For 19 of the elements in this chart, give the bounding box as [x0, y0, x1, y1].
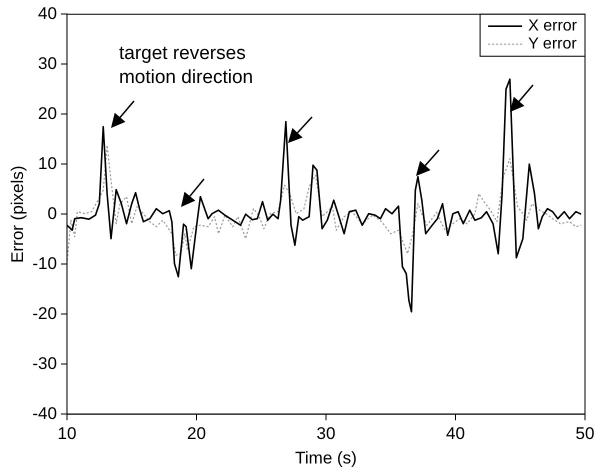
y-tick-label: 0 [48, 204, 57, 223]
y-tick-label: -10 [32, 254, 57, 273]
y-axis-title: Error (pixels) [8, 166, 27, 263]
y-tick-label: 40 [38, 4, 57, 23]
x-tick-label: 50 [576, 424, 594, 444]
x-tick-label: 40 [446, 424, 465, 444]
legend-label: Y error [528, 36, 578, 53]
y-tick-label: 20 [38, 104, 57, 123]
y-tick-label: -40 [32, 404, 57, 423]
x-axis-title: Time (s) [295, 448, 357, 468]
x-tick-label: 10 [58, 424, 76, 444]
y-tick-label: -30 [32, 354, 57, 373]
x-tick-label: 30 [316, 424, 336, 444]
legend-label: X error [528, 18, 578, 35]
y-tick-label: 30 [38, 54, 57, 73]
y-tick-label: -20 [32, 304, 57, 323]
y-tick-label: 10 [38, 154, 57, 173]
x-tick-label: 20 [187, 424, 206, 444]
annotation: target reverses motion direction [118, 42, 254, 88]
